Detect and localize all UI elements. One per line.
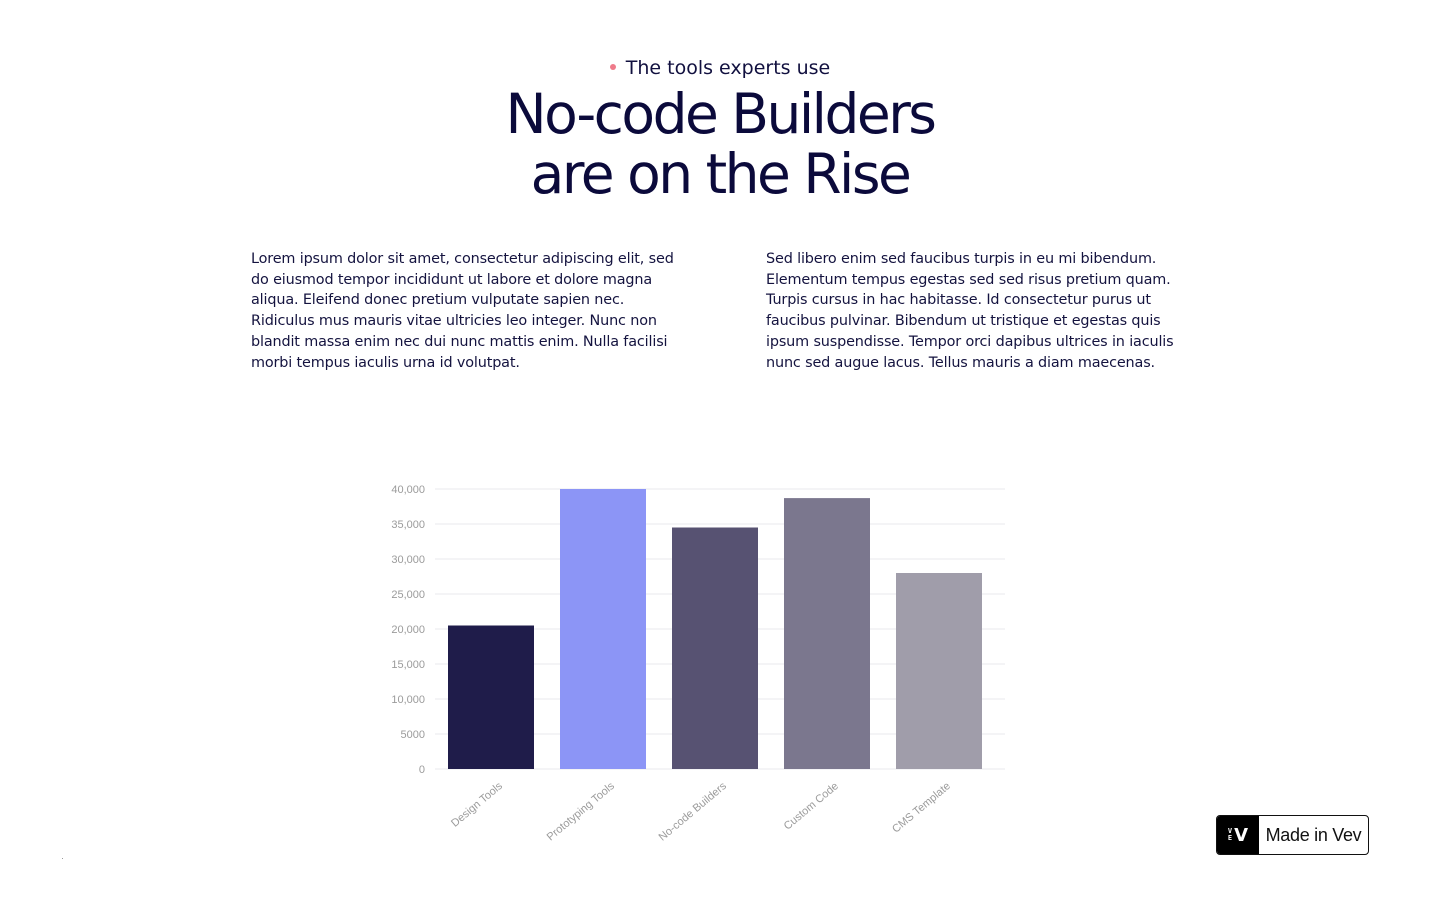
y-tick-label: 30,000 [391,554,425,566]
y-tick-label: 15,000 [391,659,425,671]
y-tick-label: 35,000 [391,519,425,531]
headline-line-1: No-code Builders [505,82,937,146]
y-tick-label: 40,000 [391,484,425,496]
x-tick-label: Prototyping Tools [545,780,618,844]
x-tick-label: Custom Code [782,780,841,832]
accent-dot-icon [609,63,616,70]
bar [672,527,758,769]
vev-logo-big: V [1234,824,1249,846]
decorative-mark [62,858,63,859]
bar [560,489,646,769]
page-headline: No-code Builders are on the Rise [0,84,1440,204]
vev-logo-small-bottom: E [1227,834,1233,842]
badge-label: Made in Vev [1265,824,1362,845]
y-tick-label: 0 [419,764,425,776]
eyebrow-text: The tools experts use [625,57,831,79]
bar [784,498,870,769]
section-eyebrow: The tools experts use [0,55,1440,81]
y-tick-label: 5000 [401,729,425,741]
x-tick-label: Design Tools [449,780,505,830]
y-tick-label: 20,000 [391,624,425,636]
made-in-vev-badge[interactable]: V E V Made in Vev [1216,815,1369,855]
x-tick-label: No-code Builders [657,780,730,844]
x-tick-label: CMS Template [890,780,953,835]
intro-paragraph-right: Sed libero enim sed faucibus turpis in e… [766,251,1174,371]
intro-paragraph-left: Lorem ipsum dolor sit amet, consectetur … [251,251,674,371]
bar-chart: 0 5000 10,000 15,000 20,000 25,000 30,000 35,00… [391,484,1005,844]
headline-line-2: are on the Rise [530,142,912,206]
vev-logo-icon: V E V [1217,816,1259,854]
y-tick-label: 25,000 [391,589,425,601]
bar [448,625,534,769]
bar [896,573,982,769]
vev-logo-small-top: V [1227,827,1233,835]
y-tick-label: 10,000 [391,694,425,706]
